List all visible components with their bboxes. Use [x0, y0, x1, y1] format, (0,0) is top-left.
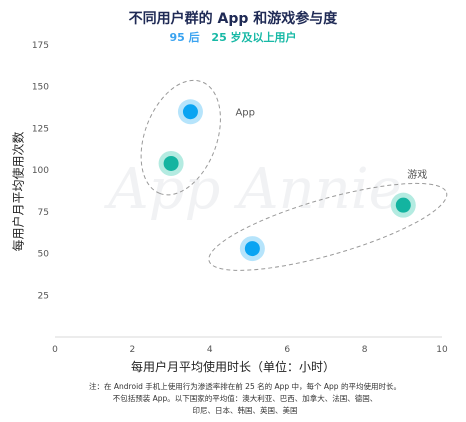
y-tick-label: 25 — [38, 291, 49, 301]
group-ellipse-game — [208, 182, 448, 271]
y-tick-label: 125 — [32, 124, 49, 134]
x-tick-label: 8 — [362, 345, 368, 355]
chart-title: 不同用户群的 App 和游戏参与度 — [128, 11, 338, 27]
x-tick-label: 0 — [52, 345, 58, 355]
footnote-line: 不包括预装 App。以下国家的平均值：澳大利亚、巴西、加拿大、法国、德国、 — [112, 394, 378, 403]
y-tick-label: 50 — [38, 250, 50, 260]
group-label-app: App — [235, 108, 255, 119]
footnote-line: 印尼、日本、韩国、英国、美国 — [192, 406, 298, 415]
x-tick-label: 4 — [207, 345, 213, 355]
y-tick-label: 150 — [32, 83, 49, 93]
y-tick-label: 100 — [32, 166, 49, 176]
watermark-text: App Annie — [103, 157, 402, 222]
data-point-25-plus — [163, 155, 179, 171]
y-tick-label: 75 — [38, 208, 49, 218]
data-point-25-plus — [395, 197, 411, 213]
data-point-gen-z — [182, 104, 198, 120]
legend-label-25-plus: 25 岁及以上用户 — [211, 31, 297, 44]
footnote: 注：在 Android 手机上使用行为渗透率排在前 25 名的 App 中，每个… — [60, 381, 430, 417]
y-axis-title: 每用户月平均使用次数 — [11, 130, 26, 252]
x-tick-label: 2 — [130, 345, 136, 355]
y-tick-label: 175 — [32, 41, 49, 51]
data-point-gen-z — [244, 241, 260, 257]
x-axis-title: 每用户月平均使用时长（单位：小时） — [130, 360, 335, 374]
legend-label-gen-z: 95 后 — [169, 31, 200, 44]
y-axis-title-wrap: 每用户月平均使用次数 — [9, 106, 27, 276]
x-tick-label: 10 — [436, 345, 448, 355]
footnote-line: 注：在 Android 手机上使用行为渗透率排在前 25 名的 App 中，每个… — [89, 382, 401, 391]
x-tick-label: 6 — [284, 345, 290, 355]
chart-subtitle: 95 后 25 岁及以上用户 — [0, 29, 466, 45]
group-ellipse-app — [140, 79, 221, 196]
group-label-game: 游戏 — [407, 168, 427, 181]
